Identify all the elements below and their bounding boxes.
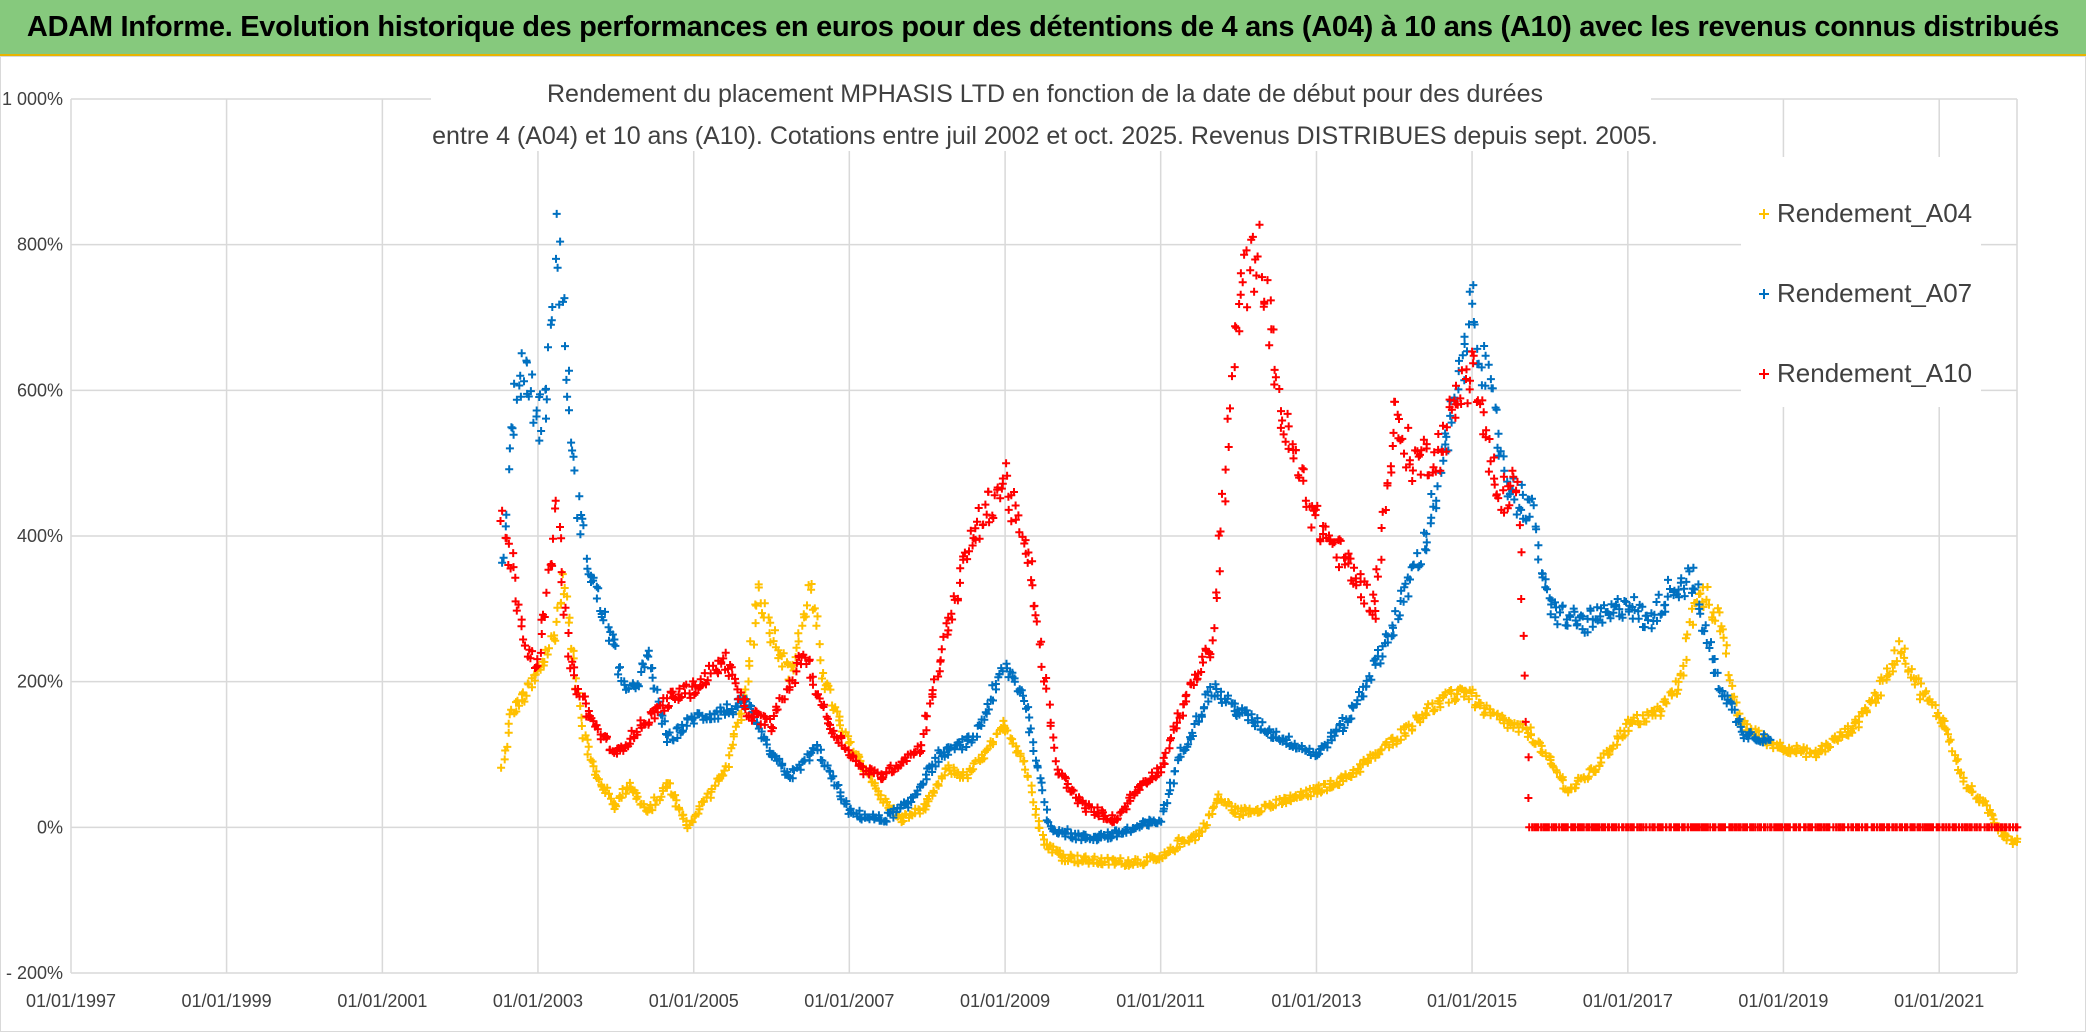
x-tick-label: 01/01/2009 xyxy=(960,991,1050,1011)
report-banner-title: ADAM Informe. Evolution historique des p… xyxy=(0,0,2086,56)
series-Rendement_A07 xyxy=(498,209,1775,845)
x-tick-label: 01/01/1999 xyxy=(182,991,272,1011)
chart-frame: - 200% 0% 200% 400% 600% 800% 1 000% 01/01/199… xyxy=(0,56,2086,1032)
legend-label: Rendement_A07 xyxy=(1777,278,1972,308)
legend-marker-icon xyxy=(1759,369,1769,379)
series-Rendement_A04 xyxy=(497,570,2022,870)
legend-marker-icon xyxy=(1759,209,1769,219)
legend-item-Rendement_A10: Rendement_A10 xyxy=(1759,358,1972,388)
legend-item-Rendement_A04: Rendement_A04 xyxy=(1759,198,1972,228)
x-tick-label: 01/01/1997 xyxy=(26,991,116,1011)
chart-points xyxy=(496,209,2022,870)
y-tick-label: 800% xyxy=(17,235,63,255)
series-points-Rendement_A07 xyxy=(498,209,1775,845)
chart-title: Rendement du placement MPHASIS LTD en fo… xyxy=(431,65,1658,151)
y-tick-label: 200% xyxy=(17,672,63,692)
x-tick-label: 01/01/2013 xyxy=(1271,991,1361,1011)
series-Rendement_A10 xyxy=(496,220,2022,832)
chart-title-line-1: Rendement du placement MPHASIS LTD en fo… xyxy=(547,80,1543,108)
series-points-Rendement_A04 xyxy=(497,570,2022,870)
x-tick-label: 01/01/2007 xyxy=(804,991,894,1011)
chart-legend: Rendement_A04 Rendement_A07 Rendement_A10 xyxy=(1741,157,1981,407)
legend-marker-icon xyxy=(1759,289,1769,299)
y-axis-tick-labels: - 200% 0% 200% 400% 600% 800% 1 000% xyxy=(2,89,63,983)
scatter-chart: - 200% 0% 200% 400% 600% 800% 1 000% 01/01/199… xyxy=(2,65,2022,1011)
y-tick-label: 1 000% xyxy=(2,89,63,109)
x-tick-label: 01/01/2003 xyxy=(493,991,583,1011)
x-tick-label: 01/01/2005 xyxy=(649,991,739,1011)
x-tick-label: 01/01/2017 xyxy=(1583,991,1673,1011)
y-tick-label: 0% xyxy=(37,817,63,837)
chart-title-line-2: entre 4 (A04) et 10 ans (A10). Cotations… xyxy=(432,122,1658,150)
legend-label: Rendement_A10 xyxy=(1777,358,1972,388)
y-tick-label: 400% xyxy=(17,526,63,546)
series-points-Rendement_A10 xyxy=(496,220,2022,832)
legend-label: Rendement_A04 xyxy=(1777,198,1972,228)
x-tick-label: 01/01/2011 xyxy=(1116,991,1205,1011)
x-tick-label: 01/01/2021 xyxy=(1894,991,1984,1011)
x-tick-label: 01/01/2001 xyxy=(337,991,427,1011)
y-tick-label: - 200% xyxy=(6,963,63,983)
chart-grid xyxy=(70,98,2018,974)
x-tick-label: 01/01/2019 xyxy=(1738,991,1828,1011)
x-tick-label: 01/01/2015 xyxy=(1427,991,1517,1011)
y-tick-label: 600% xyxy=(17,380,63,400)
x-axis-tick-labels: 01/01/1997 01/01/1999 01/01/2001 01/01/2003… xyxy=(26,991,1984,1011)
legend-item-Rendement_A07: Rendement_A07 xyxy=(1759,278,1972,308)
